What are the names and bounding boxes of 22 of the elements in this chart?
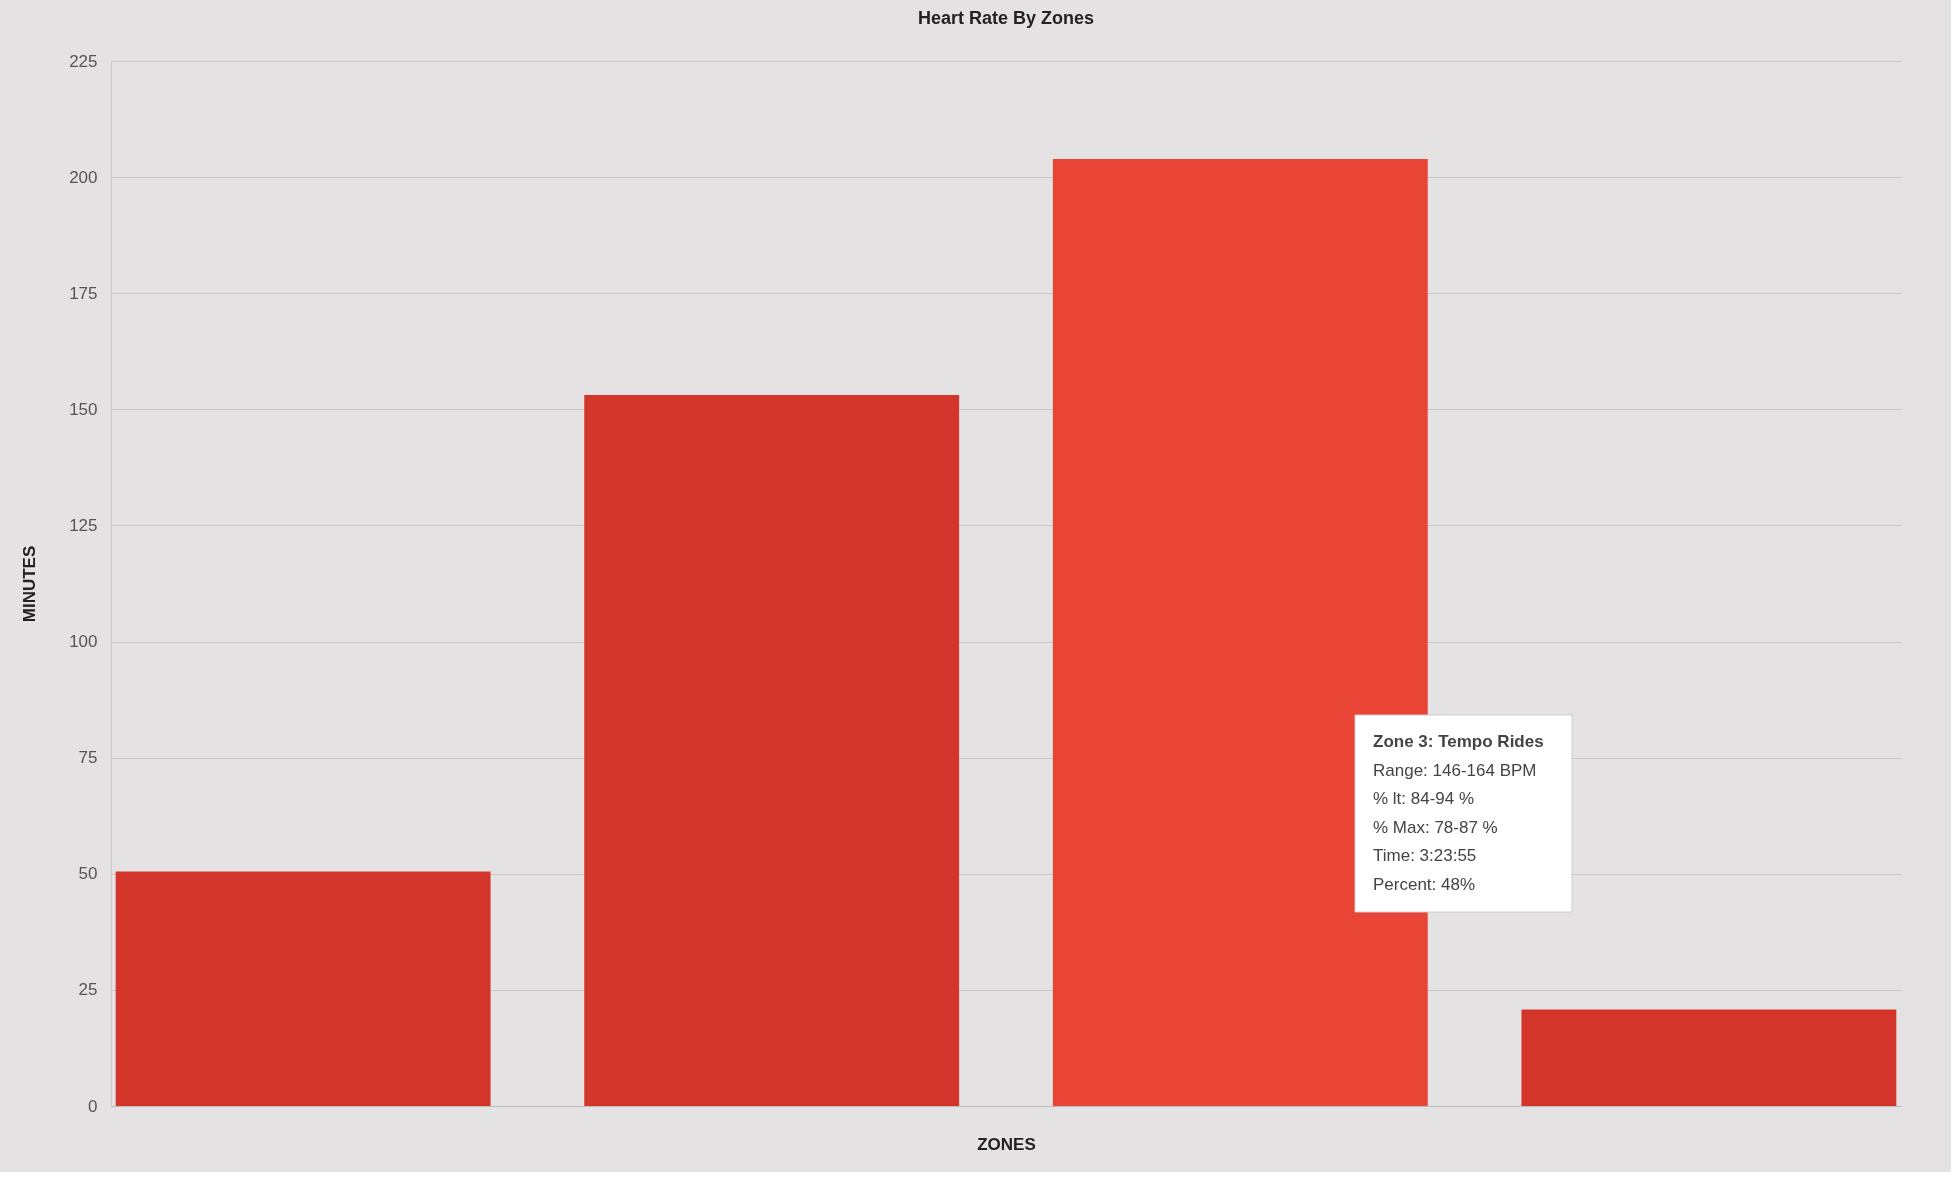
chart-title: Heart Rate By Zones (917, 8, 1095, 28)
annotation: Percent: 48% (1373, 874, 1476, 894)
y-tick-label: 0 (88, 1096, 98, 1116)
y-axis-title: MINUTES (20, 545, 40, 623)
y-tick-label: 100 (69, 632, 98, 652)
y-tick-label: 150 (69, 399, 98, 419)
annotation: % lt: 84-94 % (1373, 789, 1475, 808)
bar (1521, 1009, 1897, 1106)
y-tick-label: 200 (69, 167, 98, 187)
y-tick-label: 50 (78, 864, 98, 884)
bar (584, 394, 960, 1106)
x-axis-title: ZONES (977, 1134, 1036, 1154)
annotation: Time: 3:23:55 (1373, 846, 1477, 865)
y-tick-label: 175 (69, 283, 98, 303)
y-tick-label: 25 (78, 980, 98, 1000)
y-tick-label: 225 (69, 51, 98, 71)
annotation: Range: 146-164 BPM (1373, 760, 1537, 780)
y-tick-label: 75 (78, 748, 98, 768)
y-tick-label: 125 (69, 515, 98, 535)
bar (115, 871, 491, 1106)
annotation: % Max: 78-87 % (1373, 817, 1498, 837)
annotation: Zone 3: Tempo Rides (1373, 732, 1544, 751)
